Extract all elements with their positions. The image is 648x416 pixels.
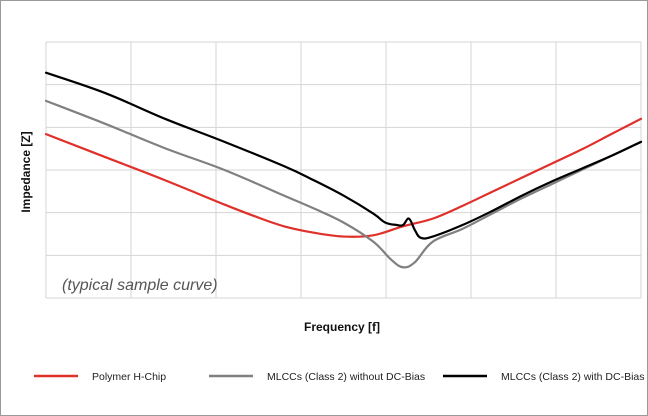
legend-label-3: MLCCs (Class 2) with DC-Bias (501, 371, 645, 383)
series-line-3 (44, 71, 643, 240)
series-line-1 (44, 117, 643, 238)
y-axis-label: Impedance [Z] (19, 131, 33, 212)
x-axis-label: Frequency [f] (304, 320, 380, 334)
series-line-2 (44, 99, 643, 269)
chart-annotation: (typical sample curve) (62, 277, 218, 294)
legend-label-1: Polymer H-Chip (92, 371, 166, 383)
grid-lines (45, 41, 642, 299)
series-lines (44, 71, 643, 269)
legend-label-2: MLCCs (Class 2) without DC-Bias (267, 371, 425, 383)
legend: Polymer H-Chip MLCCs (Class 2) without DC… (34, 371, 645, 383)
